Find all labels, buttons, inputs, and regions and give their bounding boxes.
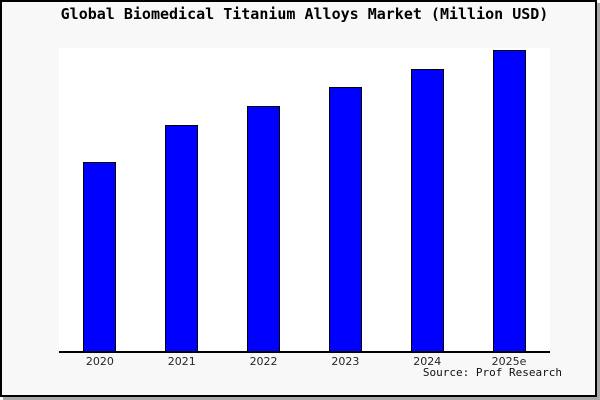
- bar-slot-2024: [386, 48, 468, 351]
- source-note: Source: Prof Research: [422, 366, 562, 379]
- bar-2024: [410, 69, 444, 351]
- x-tick-label-2025e: 2025e: [491, 355, 527, 368]
- bar-slot-2021: [141, 48, 223, 351]
- bar-2025e: [492, 50, 526, 351]
- bar-slot-2023: [304, 48, 386, 351]
- bar-slot-2022: [223, 48, 305, 351]
- x-axis-tick-labels: 2020 2021 2022 2023 2024 2025e: [59, 355, 550, 368]
- x-tick-label-2024: 2024: [413, 355, 442, 368]
- bar-slot-2020: [59, 48, 141, 351]
- x-tick-label-2022: 2022: [249, 355, 278, 368]
- bar-2022: [247, 106, 281, 351]
- bar-2023: [328, 87, 362, 351]
- plot-area: [59, 48, 550, 353]
- x-tick-label-2021: 2021: [167, 355, 196, 368]
- bar-slot-2025e: [468, 48, 550, 351]
- bar-2021: [165, 125, 199, 351]
- bar-2020: [83, 162, 117, 351]
- chart-title: Global Biomedical Titanium Alloys Market…: [60, 5, 549, 23]
- x-tick-label-2020: 2020: [85, 355, 114, 368]
- x-tick-label-2023: 2023: [331, 355, 360, 368]
